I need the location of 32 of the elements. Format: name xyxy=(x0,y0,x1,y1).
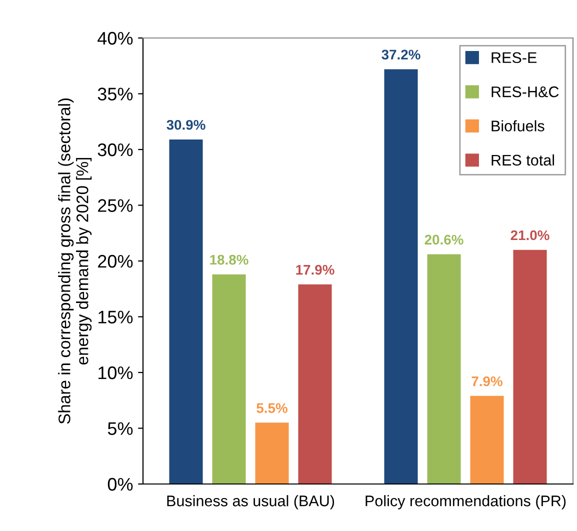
legend-label: RES-E xyxy=(492,52,537,64)
bar xyxy=(384,69,418,484)
data-label: 18.8% xyxy=(210,254,248,265)
bar xyxy=(427,254,461,484)
bar xyxy=(470,396,504,484)
legend-label: RES-H&C xyxy=(492,86,559,98)
data-label: 5.5% xyxy=(256,403,288,413)
y-tick-label: 25% xyxy=(98,199,133,212)
y-tick-label: 10% xyxy=(98,366,133,380)
legend-label: Biofuels xyxy=(492,120,544,132)
y-tick-label: 20% xyxy=(98,254,133,268)
y-tick-label: 35% xyxy=(98,88,133,100)
y-tick-label: 5% xyxy=(108,422,133,435)
bar xyxy=(212,274,246,484)
x-tick-label: Policy recommendations (PR) xyxy=(366,495,566,510)
bar xyxy=(169,139,203,484)
y-tick-label: 15% xyxy=(98,310,133,324)
bar xyxy=(298,284,332,484)
bar xyxy=(513,250,547,484)
y-tick-label: 40% xyxy=(98,32,133,45)
y-tick-label: 0% xyxy=(108,478,133,491)
data-label: 30.9% xyxy=(166,120,206,130)
y-tick-label: 30% xyxy=(98,143,133,156)
data-label: 37.2% xyxy=(382,50,420,60)
data-label: 20.6% xyxy=(424,234,464,245)
y-axis-title: Share in corresponding gross final (sectoral) energy demand by 2020 [%] xyxy=(58,98,92,424)
data-label: 21.0% xyxy=(510,230,550,240)
bar xyxy=(255,422,289,484)
legend-label: RES total xyxy=(492,154,554,166)
data-label: 7.9% xyxy=(472,376,502,386)
data-label: 17.9% xyxy=(296,264,334,275)
x-tick-label: Business as usual (BAU) xyxy=(167,495,334,510)
